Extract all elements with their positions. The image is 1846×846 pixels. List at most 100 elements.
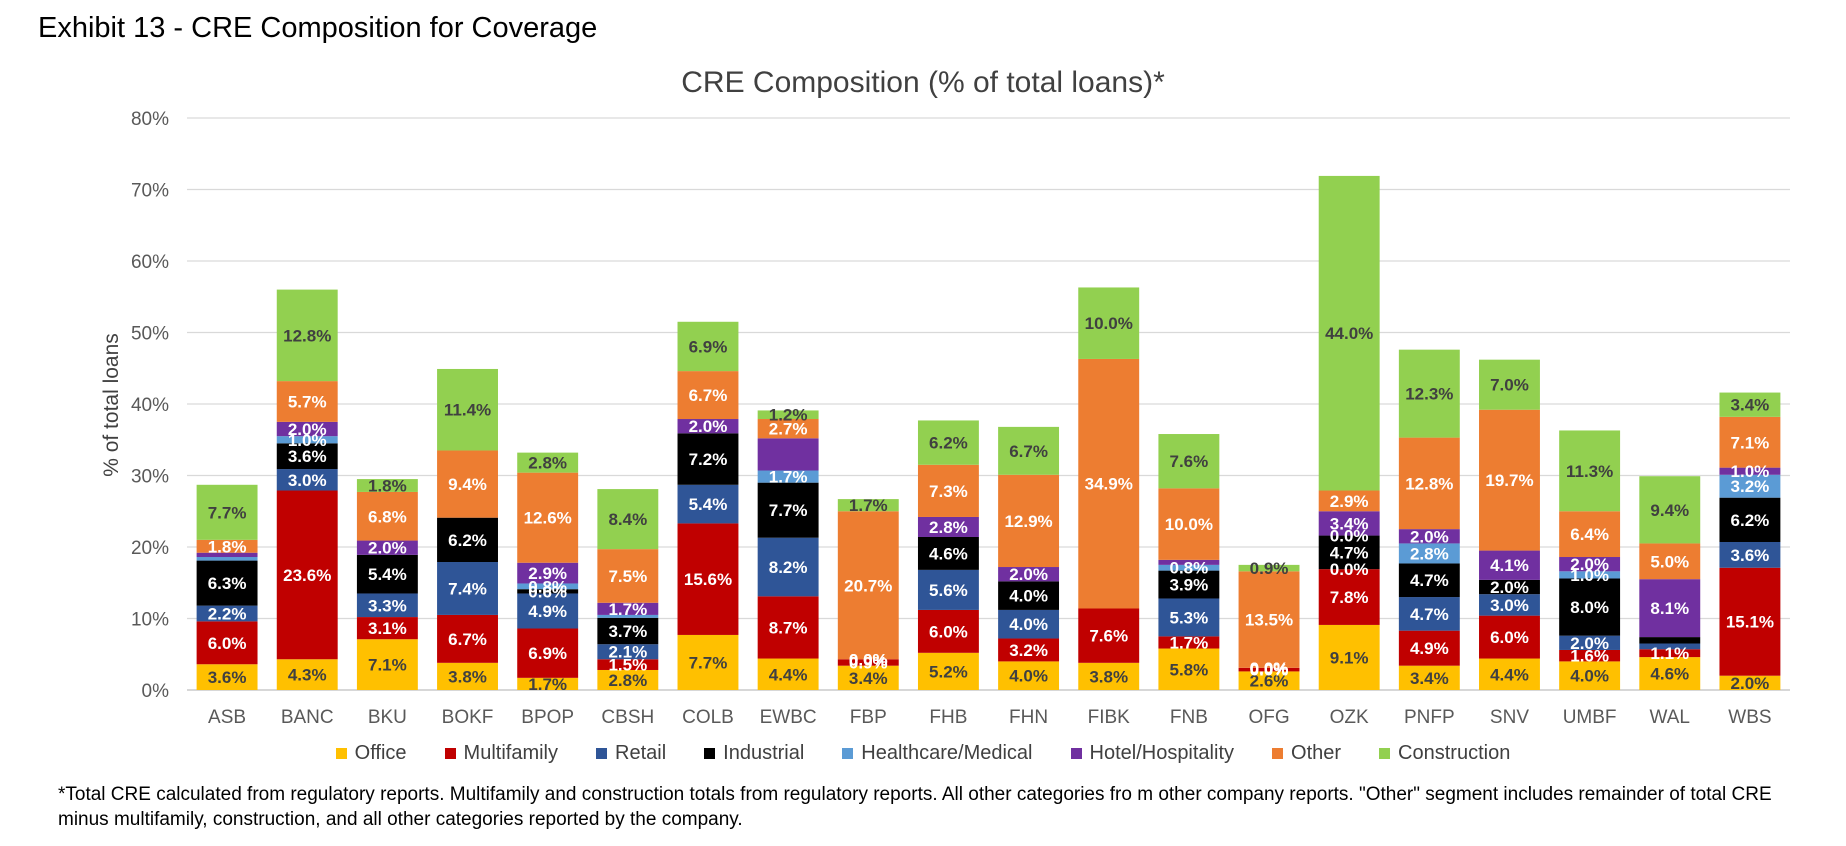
bar-colb-industrial [677, 433, 739, 485]
bar-ewbc-office [757, 658, 819, 690]
bar-banc-hotel-hospitality [276, 421, 338, 437]
data-label: 12.8% [283, 326, 331, 345]
data-label: 6.0% [1490, 628, 1529, 647]
bar-bokf-construction [437, 368, 498, 451]
x-axis-ticks: ASB BANC BKU BOKF BPOP CBSH COLB EWBC FBP FHB FHN F… [208, 707, 1772, 728]
bar-ozk-other [1318, 490, 1380, 512]
data-label: 2.8% [1410, 544, 1449, 563]
legend-swatch [704, 748, 716, 759]
legend-label: Hotel/Hospitality [1089, 742, 1235, 764]
data-label: 0.9% [1250, 559, 1289, 578]
data-label: 7.4% [448, 579, 487, 598]
data-label: 6.0% [929, 622, 968, 641]
data-label: 5.0% [1650, 552, 1689, 571]
bar-banc-healthcare-medical [276, 436, 338, 444]
bar-colb-construction [677, 321, 739, 372]
data-label: 11.3% [1566, 462, 1613, 481]
data-label: 7.8% [1330, 588, 1369, 607]
y-axis-label: % of total loans [100, 333, 123, 477]
data-label: 4.7% [1330, 543, 1369, 562]
bar-wbs-multifamily [1719, 567, 1781, 676]
data-label: 3.0% [1490, 596, 1529, 615]
bar-wbs-retail [1719, 541, 1781, 568]
data-label: 7.5% [608, 567, 647, 586]
bar-fbp-other [837, 511, 899, 660]
x-tick-label: BANC [281, 707, 334, 728]
bar-colb-office [677, 634, 739, 690]
data-label: 1.2% [769, 406, 808, 425]
data-label: 3.6% [288, 447, 327, 466]
bar-fibk-office [1078, 662, 1140, 690]
data-label: 8.1% [1650, 599, 1689, 618]
data-label: 1.7% [608, 600, 647, 619]
data-label: 10.0% [1085, 314, 1133, 333]
footnote: *Total CRE calculated from regulatory re… [58, 784, 1772, 830]
bar-fhn-construction [998, 426, 1060, 475]
x-tick-label: PNFP [1404, 707, 1455, 728]
bar-snv-office [1479, 658, 1540, 690]
bar-snv-other [1479, 409, 1540, 551]
legend-item-retail: Retail [596, 742, 666, 765]
data-label: 4.0% [1570, 667, 1609, 686]
data-label: 0.8% [528, 577, 567, 596]
bar-umbf-other [1559, 511, 1621, 558]
bar-pnfp-healthcare-medical [1398, 543, 1460, 564]
bar-colb-hotel-hospitality [677, 419, 739, 434]
data-label: 12.6% [524, 509, 572, 528]
data-label: 4.3% [288, 666, 327, 685]
bar-fhn-retail [998, 609, 1060, 639]
bar-asb-hotel-hospitality [196, 552, 258, 558]
data-label: 3.8% [1089, 667, 1128, 686]
data-label: 0.0% [849, 650, 888, 669]
data-label: 8.4% [608, 510, 647, 529]
bar-fhn-other [998, 474, 1060, 568]
data-label: 4.9% [528, 602, 567, 621]
data-label: 2.8% [608, 671, 647, 690]
legend-item-office: Office [335, 742, 407, 765]
legend-swatch [1070, 748, 1082, 759]
bar-asb-office [196, 664, 258, 690]
data-label: 19.7% [1485, 471, 1533, 490]
data-label: 7.6% [1089, 627, 1128, 646]
data-label: 0.6% [528, 582, 567, 601]
bar-ewbc-multifamily [757, 596, 819, 659]
data-label: 0.0% [1330, 560, 1369, 579]
bar-asb-construction [196, 484, 258, 540]
legend-label: Healthcare/Medical [861, 742, 1033, 764]
bar-umbf-retail [1559, 635, 1621, 650]
data-label: 1.0% [1570, 566, 1609, 585]
data-label: 3.4% [849, 669, 888, 688]
data-label: 0.0% [1250, 659, 1289, 678]
bar-wbs-other [1719, 416, 1781, 468]
data-label: 4.7% [1410, 571, 1449, 590]
data-label: 3.2% [1009, 641, 1048, 660]
bar-ozk-hotel-hospitality [1318, 511, 1380, 536]
data-label: 7.0% [1490, 376, 1529, 395]
data-label: 20.7% [844, 576, 892, 595]
data-label: 6.0% [208, 634, 247, 653]
data-label: 2.6% [1250, 672, 1289, 691]
data-label: 6.9% [528, 644, 567, 663]
bar-ewbc-construction [757, 410, 819, 420]
bar-pnfp-retail [1398, 597, 1460, 631]
data-label: 3.1% [368, 619, 407, 638]
data-label: 4.6% [929, 544, 968, 563]
legend-label: Other [1291, 742, 1342, 764]
data-label: 2.0% [288, 420, 327, 439]
y-axis-ticks: 0% 10% 20% 30% 40% 50% 60% 70% 80% [131, 109, 169, 702]
data-label: 7.3% [929, 482, 968, 501]
bar-banc-multifamily [276, 490, 338, 660]
bar-pnfp-construction [1398, 349, 1460, 438]
bar-ozk-office [1318, 624, 1380, 690]
bar-fhb-retail [917, 569, 979, 610]
x-tick-label: WAL [1650, 707, 1690, 728]
bar-bku-other [356, 491, 418, 541]
data-label: 6.2% [929, 434, 968, 453]
bar-bokf-retail [437, 562, 498, 615]
data-label: 9.1% [1330, 648, 1369, 667]
data-label: 4.0% [1009, 587, 1048, 606]
chart-title: CRE Composition (% of total loans)* [681, 66, 1165, 99]
data-label: 4.7% [1410, 605, 1449, 624]
data-label: 2.7% [769, 420, 808, 439]
bar-wal-other [1639, 543, 1701, 580]
